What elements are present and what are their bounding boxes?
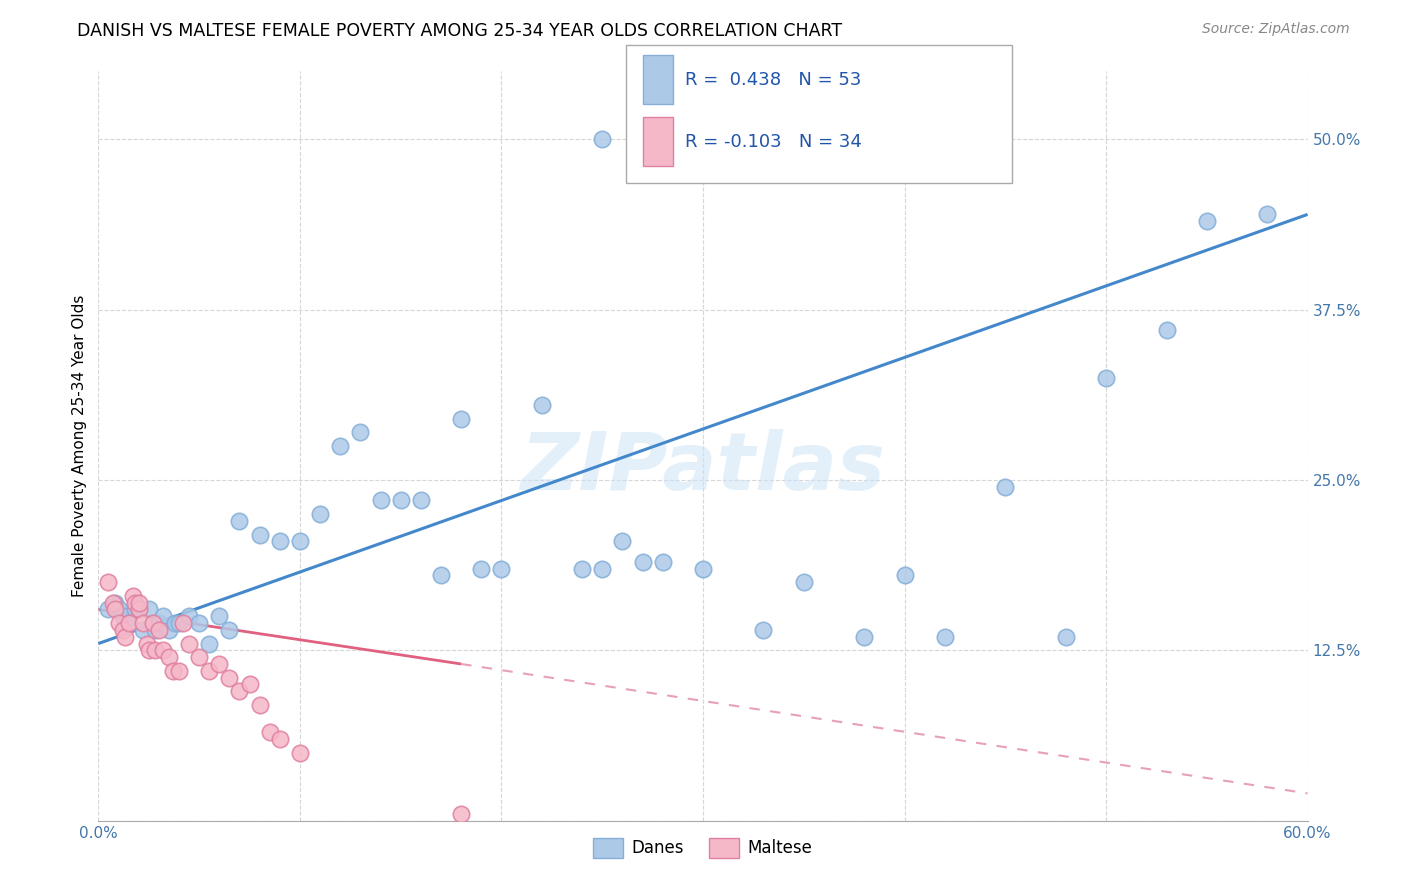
Text: R = -0.103   N = 34: R = -0.103 N = 34	[685, 133, 862, 151]
Point	[162, 664, 184, 678]
Point	[111, 609, 134, 624]
Legend: Danes, Maltese: Danes, Maltese	[586, 831, 820, 864]
Point	[128, 596, 150, 610]
Y-axis label: Female Poverty Among 25-34 Year Olds: Female Poverty Among 25-34 Year Olds	[72, 295, 87, 597]
Point	[172, 616, 194, 631]
Point	[692, 561, 714, 575]
Point	[1195, 214, 1218, 228]
Point	[450, 806, 472, 821]
Point	[591, 132, 613, 146]
Point	[651, 555, 673, 569]
Point	[934, 630, 956, 644]
Point	[118, 616, 141, 631]
Point	[1095, 371, 1118, 385]
Point	[994, 480, 1017, 494]
Point	[103, 602, 125, 616]
Point	[218, 671, 240, 685]
Point	[591, 561, 613, 575]
Point	[269, 534, 291, 549]
Point	[101, 596, 124, 610]
Point	[389, 493, 412, 508]
Point	[208, 657, 231, 671]
Point	[249, 527, 271, 541]
Point	[853, 630, 876, 644]
Point	[793, 575, 815, 590]
Text: ZIPatlas: ZIPatlas	[520, 429, 886, 508]
Point	[571, 561, 593, 575]
Point	[259, 725, 281, 739]
Point	[157, 623, 180, 637]
Point	[157, 650, 180, 665]
Point	[349, 425, 371, 440]
Point	[167, 664, 190, 678]
Point	[893, 568, 915, 582]
Text: DANISH VS MALTESE FEMALE POVERTY AMONG 25-34 YEAR OLDS CORRELATION CHART: DANISH VS MALTESE FEMALE POVERTY AMONG 2…	[77, 22, 842, 40]
Point	[163, 616, 186, 631]
Point	[114, 630, 136, 644]
Point	[198, 636, 221, 650]
Point	[1054, 630, 1077, 644]
Point	[124, 596, 146, 610]
Point	[491, 561, 513, 575]
Point	[752, 623, 775, 637]
Point	[152, 609, 174, 624]
Text: Source: ZipAtlas.com: Source: ZipAtlas.com	[1202, 22, 1350, 37]
Point	[309, 507, 332, 521]
Point	[329, 439, 352, 453]
Point	[188, 650, 211, 665]
Point	[179, 636, 201, 650]
Point	[135, 636, 157, 650]
Point	[370, 493, 392, 508]
Point	[107, 616, 129, 631]
Point	[138, 602, 160, 616]
Point	[111, 623, 134, 637]
Point	[143, 623, 166, 637]
Point	[124, 602, 146, 616]
Point	[218, 623, 240, 637]
Point	[228, 514, 250, 528]
Point	[239, 677, 262, 691]
Point	[179, 609, 201, 624]
Point	[167, 616, 190, 631]
Point	[148, 623, 170, 637]
Point	[470, 561, 492, 575]
Point	[188, 616, 211, 631]
Point	[1156, 323, 1178, 337]
Point	[132, 623, 155, 637]
Point	[530, 398, 553, 412]
Point	[138, 643, 160, 657]
Point	[118, 616, 141, 631]
Point	[142, 616, 165, 631]
Point	[132, 616, 155, 631]
Point	[450, 411, 472, 425]
Point	[612, 534, 634, 549]
Point	[269, 731, 291, 746]
Point	[1256, 207, 1278, 221]
Point	[148, 616, 170, 631]
Point	[631, 555, 654, 569]
Point	[198, 664, 221, 678]
Point	[430, 568, 453, 582]
Point	[128, 602, 150, 616]
Text: R =  0.438   N = 53: R = 0.438 N = 53	[685, 70, 860, 88]
Point	[228, 684, 250, 698]
Point	[288, 746, 311, 760]
Point	[128, 602, 150, 616]
Point	[107, 602, 129, 616]
Point	[97, 575, 120, 590]
Point	[288, 534, 311, 549]
Point	[143, 643, 166, 657]
Point	[152, 643, 174, 657]
Point	[409, 493, 432, 508]
Point	[103, 596, 125, 610]
Point	[208, 609, 231, 624]
Point	[97, 602, 120, 616]
Point	[121, 589, 143, 603]
Point	[249, 698, 271, 712]
